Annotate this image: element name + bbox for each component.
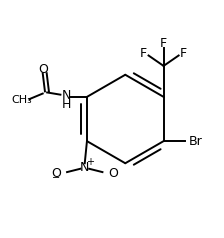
Text: N: N — [61, 89, 71, 102]
Text: +: + — [86, 157, 94, 167]
Text: O: O — [52, 167, 62, 180]
Text: O: O — [108, 167, 118, 180]
Text: F: F — [140, 47, 147, 60]
Text: Br: Br — [189, 135, 203, 148]
Text: F: F — [180, 47, 187, 60]
Text: −: − — [52, 173, 60, 183]
Text: F: F — [160, 37, 167, 50]
Text: N: N — [80, 161, 89, 174]
Text: H: H — [61, 98, 71, 111]
Text: O: O — [38, 63, 48, 76]
Text: CH₃: CH₃ — [11, 95, 32, 105]
